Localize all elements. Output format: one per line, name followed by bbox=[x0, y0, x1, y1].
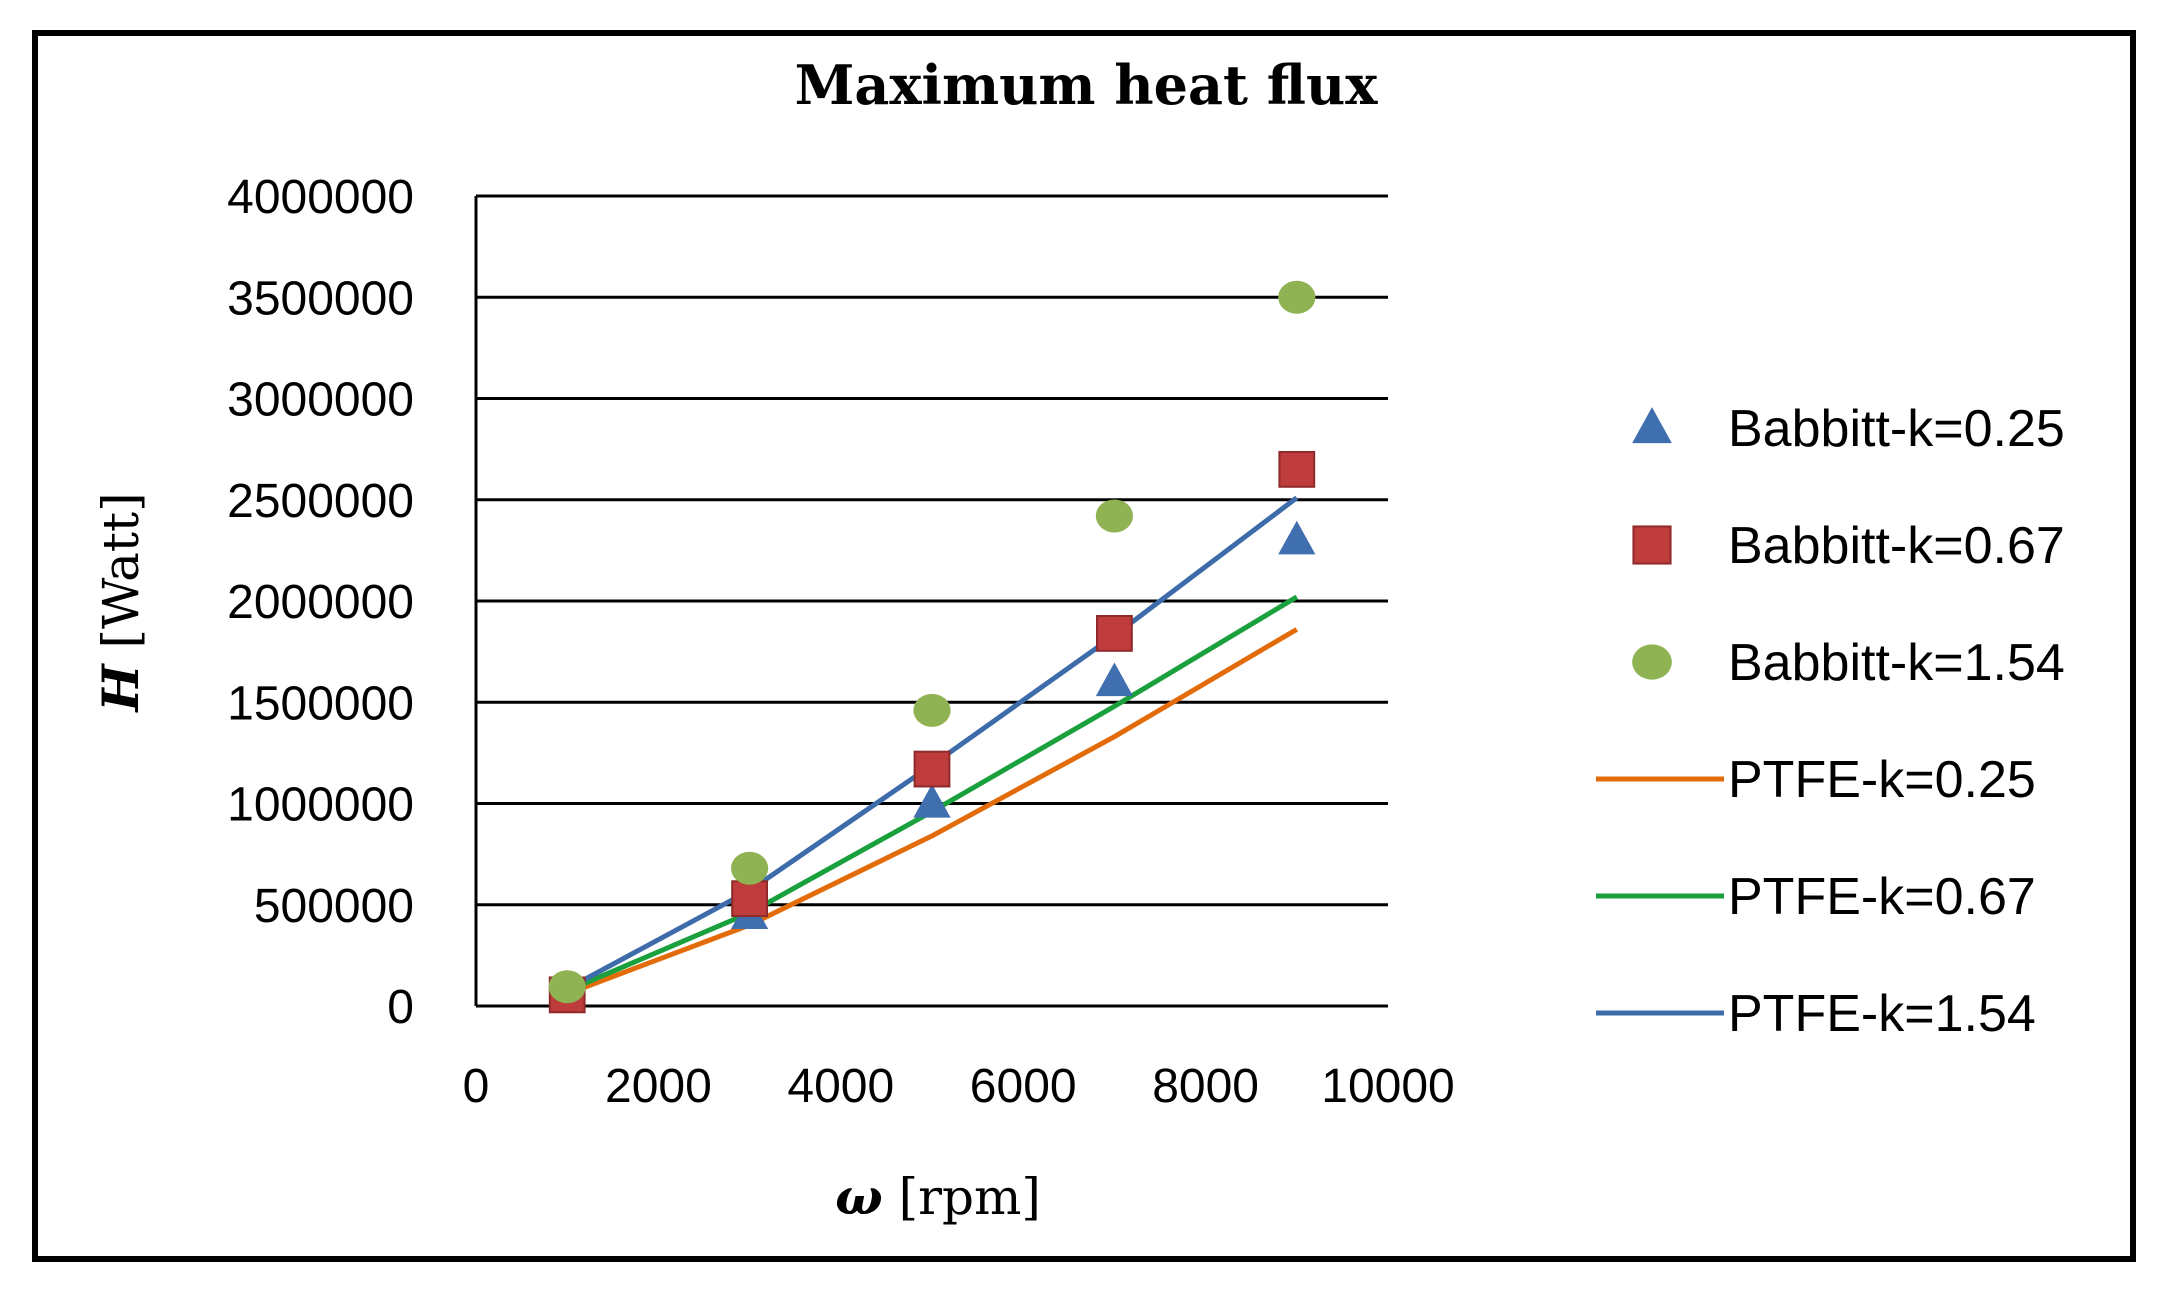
legend-label-3: PTFE-k=0.25 bbox=[1728, 751, 2036, 809]
y-tick-label-3500000: 3500000 bbox=[227, 272, 414, 325]
x-tick-label-8000: 8000 bbox=[1152, 1060, 1259, 1113]
x-axis-symbol: ω bbox=[835, 1167, 883, 1226]
series-2-point-2 bbox=[913, 693, 951, 727]
y-tick-label-3000000: 3000000 bbox=[227, 374, 414, 427]
legend-swatch-2 bbox=[1632, 644, 1672, 680]
x-tick-label-0: 0 bbox=[463, 1060, 490, 1113]
y-axis-symbol: H bbox=[91, 663, 150, 714]
y-axis-unit-text: [Watt] bbox=[92, 492, 150, 648]
legend-label-2: Babbitt-k=1.54 bbox=[1728, 634, 2065, 692]
series-0-point-4 bbox=[1278, 520, 1316, 555]
x-axis-unit bbox=[883, 1168, 899, 1226]
y-axis-unit-space bbox=[92, 648, 150, 664]
series-2-point-0 bbox=[548, 970, 586, 1004]
series-2-point-3 bbox=[1095, 499, 1133, 533]
x-tick-label-4000: 4000 bbox=[787, 1060, 894, 1113]
legend-label-1: Babbitt-k=0.67 bbox=[1728, 517, 2065, 575]
y-tick-label-1000000: 1000000 bbox=[227, 779, 414, 832]
y-tick-label-4000000: 4000000 bbox=[227, 171, 414, 224]
grid-lines bbox=[474, 194, 1388, 1008]
series-1-point-3 bbox=[1096, 615, 1133, 652]
x-axis-unit-text: [rpm] bbox=[899, 1168, 1041, 1226]
y-tick-labels: 0 500000 1000000 1500000 2000000 2500000 30000… bbox=[227, 171, 414, 1034]
series-1-point-2 bbox=[913, 750, 951, 788]
series-2-point-1 bbox=[731, 851, 769, 885]
chart-title: Maximum heat flux bbox=[795, 53, 1379, 117]
y-tick-label-2500000: 2500000 bbox=[227, 475, 414, 528]
series-line-3 bbox=[566, 627, 1299, 997]
y-tick-label-500000: 500000 bbox=[254, 880, 414, 933]
series-1-point-1 bbox=[731, 880, 769, 918]
legend-label-0: Babbitt-k=0.25 bbox=[1728, 400, 2065, 458]
x-tick-label-2000: 2000 bbox=[605, 1060, 712, 1113]
series-0-point-2 bbox=[913, 783, 951, 818]
legend-label-5: PTFE-k=1.54 bbox=[1728, 985, 2036, 1043]
legend-swatch-1 bbox=[1632, 525, 1672, 565]
legend-swatch-0 bbox=[1632, 407, 1672, 444]
y-tick-label-2000000: 2000000 bbox=[227, 576, 414, 629]
x-tick-label-6000: 6000 bbox=[970, 1060, 1077, 1113]
series-line-5 bbox=[566, 495, 1299, 991]
series-1-point-4 bbox=[1278, 450, 1316, 488]
y-tick-label-0: 0 bbox=[387, 981, 414, 1034]
legend: Babbitt-k=0.25 Babbitt-k=0.67 Babbitt-k=1.… bbox=[1596, 400, 2065, 1043]
chart-svg: Maximum heat flux 0 500000 1000000 1500000 2… bbox=[91, 53, 2065, 1226]
x-tick-label-10000: 10000 bbox=[1321, 1060, 1454, 1113]
x-axis-label: ω [rpm] bbox=[835, 1167, 1041, 1226]
y-axis-label: H [Watt] bbox=[91, 492, 150, 713]
x-tick-labels: 0 2000 4000 6000 8000 10000 bbox=[463, 1060, 1455, 1113]
series-0-point-3 bbox=[1095, 662, 1133, 697]
legend-label-4: PTFE-k=0.67 bbox=[1728, 868, 2036, 926]
chart-frame: Maximum heat flux 0 500000 1000000 1500000 2… bbox=[32, 30, 2136, 1262]
y-tick-label-1500000: 1500000 bbox=[227, 677, 414, 730]
series-layer bbox=[548, 280, 1316, 1014]
series-2-point-4 bbox=[1278, 280, 1316, 314]
